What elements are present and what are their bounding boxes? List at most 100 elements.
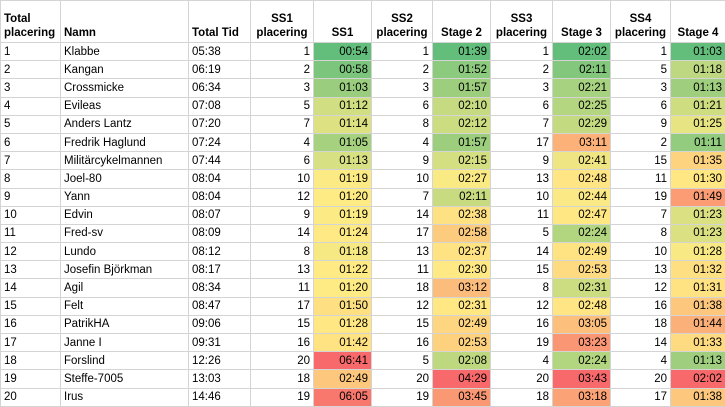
rider-name: Fred-sv (61, 224, 189, 242)
cell: 08:34 (189, 279, 251, 297)
cell: 14 (611, 334, 671, 352)
cell: 15 (372, 315, 433, 333)
cell: 20 (1, 388, 61, 406)
cell: 12:26 (189, 352, 251, 370)
cell: 18 (1, 352, 61, 370)
cell: 17 (611, 388, 671, 406)
cell: 12 (251, 188, 314, 206)
rider-name: Janne I (61, 334, 189, 352)
stage-time: 03:12 (433, 279, 491, 297)
cell: 7 (611, 206, 671, 224)
stage-time: 01:11 (671, 133, 725, 151)
stage-time: 01:35 (671, 152, 725, 170)
stage-time: 01:24 (314, 224, 372, 242)
stage-time: 01:13 (314, 152, 372, 170)
column-header: Namn (61, 1, 189, 43)
cell: 07:20 (189, 115, 251, 133)
stage-time: 01:38 (671, 297, 725, 315)
cell: 09:31 (189, 334, 251, 352)
cell: 06:34 (189, 79, 251, 97)
stage-time: 01:21 (671, 97, 725, 115)
cell: 13 (372, 243, 433, 261)
cell: 15 (611, 152, 671, 170)
cell: 7 (251, 115, 314, 133)
cell: 1 (491, 43, 553, 61)
stage-time: 02:24 (553, 224, 611, 242)
cell: 06:19 (189, 61, 251, 79)
stage-time: 01:44 (671, 315, 725, 333)
cell: 11 (251, 279, 314, 297)
cell: 17 (491, 133, 553, 151)
stage-time: 04:29 (433, 370, 491, 388)
cell: 4 (611, 352, 671, 370)
cell: 20 (372, 370, 433, 388)
stage-time: 01:50 (314, 297, 372, 315)
cell: 15 (251, 315, 314, 333)
stage-time: 01:30 (671, 170, 725, 188)
stage-time: 01:18 (671, 61, 725, 79)
stage-time: 03:05 (553, 315, 611, 333)
cell: 08:04 (189, 170, 251, 188)
cell: 10 (1, 206, 61, 224)
cell: 7 (1, 152, 61, 170)
stage-time: 02:44 (553, 188, 611, 206)
rider-name: Yann (61, 188, 189, 206)
cell: 2 (1, 61, 61, 79)
cell: 16 (251, 334, 314, 352)
stage-time: 01:23 (671, 224, 725, 242)
cell: 6 (1, 133, 61, 151)
stage-time: 01:49 (671, 188, 725, 206)
cell: 11 (611, 170, 671, 188)
stage-time: 02:24 (553, 352, 611, 370)
stage-time: 02:37 (433, 243, 491, 261)
cell: 13:03 (189, 370, 251, 388)
stage-time: 01:52 (433, 61, 491, 79)
cell: 13 (1, 261, 61, 279)
cell: 5 (372, 352, 433, 370)
stage-time: 02:11 (433, 188, 491, 206)
stage-time: 02:21 (553, 79, 611, 97)
stage-time: 03:43 (553, 370, 611, 388)
cell: 10 (491, 188, 553, 206)
stage-time: 02:49 (553, 243, 611, 261)
cell: 9 (372, 152, 433, 170)
column-header: SS1 (314, 1, 372, 43)
cell: 5 (611, 61, 671, 79)
cell: 6 (372, 97, 433, 115)
cell: 08:09 (189, 224, 251, 242)
stage-time: 06:05 (314, 388, 372, 406)
stage-time: 00:58 (314, 61, 372, 79)
cell: 6 (611, 97, 671, 115)
cell: 1 (372, 43, 433, 61)
rider-name: Evileas (61, 97, 189, 115)
rider-name: Forslind (61, 352, 189, 370)
stage-time: 02:27 (433, 170, 491, 188)
cell: 5 (491, 224, 553, 242)
stage-time: 01:39 (433, 43, 491, 61)
stage-time: 02:15 (433, 152, 491, 170)
stage-time: 02:10 (433, 97, 491, 115)
rider-name: Kangan (61, 61, 189, 79)
stage-time: 01:14 (314, 115, 372, 133)
cell: 10 (611, 243, 671, 261)
stage-time: 02:29 (553, 115, 611, 133)
cell: 08:17 (189, 261, 251, 279)
stage-time: 01:28 (671, 243, 725, 261)
cell: 2 (372, 61, 433, 79)
stage-time: 03:11 (553, 133, 611, 151)
stage-time: 01:05 (314, 133, 372, 151)
stage-time: 02:47 (553, 206, 611, 224)
